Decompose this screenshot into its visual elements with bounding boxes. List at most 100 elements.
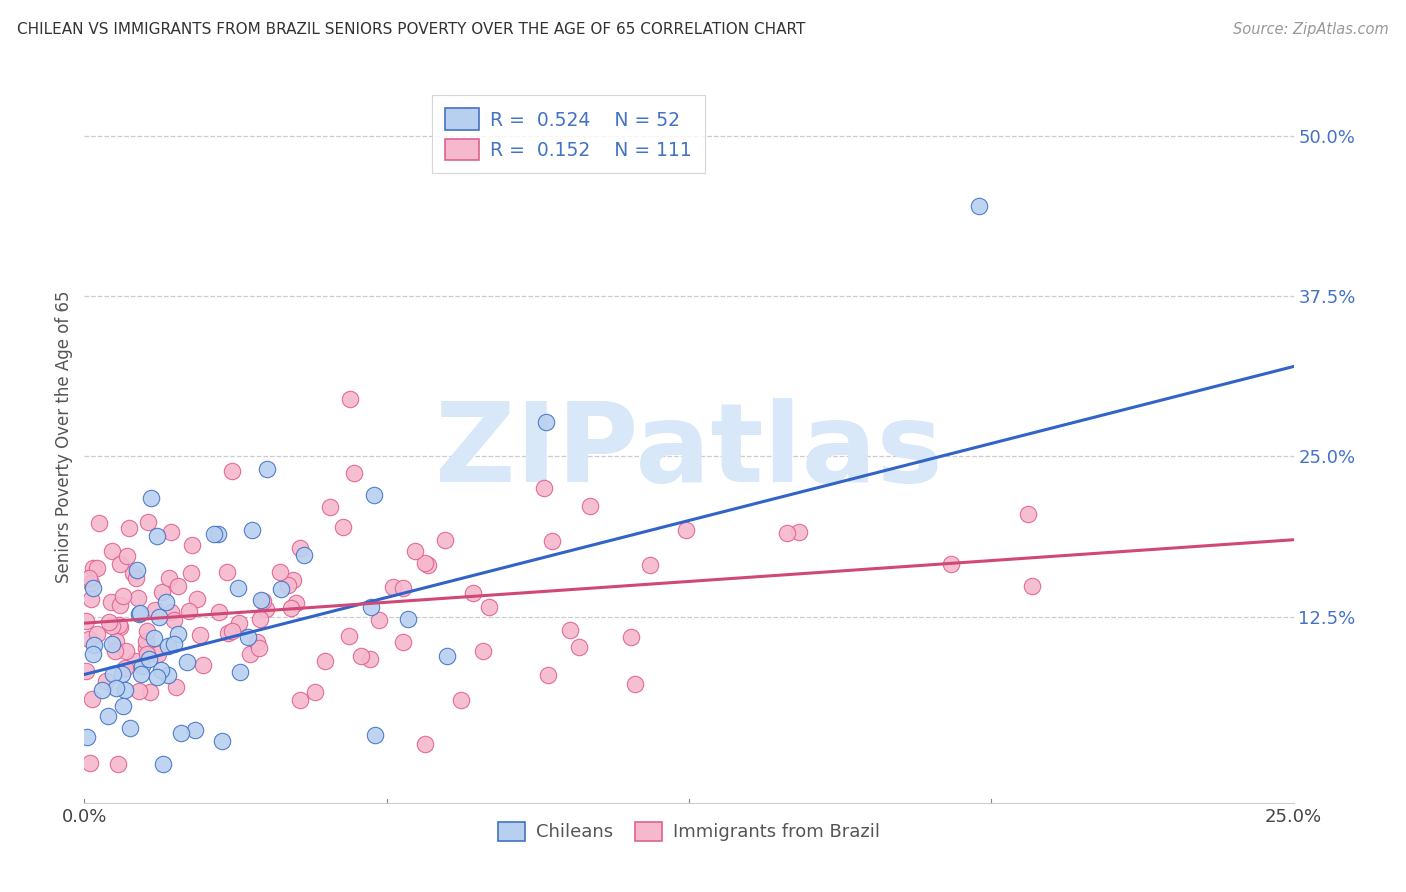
Point [108,617,131,632]
Point [129,606,152,620]
Point [80,576,103,591]
Point [638,558,661,572]
Point [359,652,381,666]
Point [77,632,100,646]
Point [254,602,277,616]
Point [96,673,118,688]
Point [181,537,204,551]
Point [76,730,98,744]
Point [166,579,188,593]
Point [623,677,645,691]
Point [226,581,249,595]
Point [620,630,643,644]
Point [136,515,159,529]
Point [537,668,560,682]
Point [416,558,439,572]
Point [107,757,129,772]
Point [675,523,697,537]
Point [179,604,201,618]
Point [413,556,436,570]
Point [228,616,250,631]
Point [332,520,354,534]
Point [82,561,104,575]
Point [162,614,184,628]
Point [450,693,472,707]
Point [136,647,159,661]
Point [240,523,263,537]
Point [290,541,312,555]
Y-axis label: Seniors Poverty Over the Age of 65: Seniors Poverty Over the Age of 65 [55,291,73,583]
Point [392,635,415,649]
Point [533,482,555,496]
Point [190,628,212,642]
Point [337,629,360,643]
Point [249,612,271,626]
Point [939,557,962,571]
Point [304,685,326,699]
Point [77,571,100,585]
Point [155,595,177,609]
Point [558,624,581,638]
Point [83,638,105,652]
Point [146,670,169,684]
Point [157,639,180,653]
Point [101,619,124,633]
Legend: Chileans, Immigrants from Brazil: Chileans, Immigrants from Brazil [491,814,887,848]
Point [101,637,124,651]
Point [269,565,291,579]
Point [79,756,101,770]
Point [105,681,128,695]
Point [568,640,591,654]
Point [236,630,259,644]
Point [111,667,134,681]
Point [129,666,152,681]
Point [90,683,112,698]
Text: CHILEAN VS IMMIGRANTS FROM BRAZIL SENIORS POVERTY OVER THE AGE OF 65 CORRELATION: CHILEAN VS IMMIGRANTS FROM BRAZIL SENIOR… [17,22,806,37]
Point [169,726,191,740]
Point [578,499,600,513]
Point [250,593,273,607]
Point [101,544,124,558]
Point [404,543,426,558]
Point [415,737,437,751]
Point [118,721,141,735]
Point [87,516,110,530]
Point [396,612,419,626]
Point [157,668,180,682]
Point [135,640,157,655]
Point [208,605,231,619]
Point [100,595,122,609]
Point [148,610,170,624]
Point [108,557,131,571]
Point [110,598,132,612]
Point [239,647,262,661]
Point [136,624,159,638]
Point [350,648,373,663]
Point [115,549,138,563]
Point [252,594,274,608]
Point [143,631,166,645]
Point [98,615,121,629]
Point [221,464,243,478]
Point [534,415,557,429]
Point [139,685,162,699]
Point [436,649,458,664]
Point [104,643,127,657]
Point [152,757,174,772]
Point [165,680,187,694]
Point [463,586,485,600]
Point [112,590,135,604]
Point [82,692,104,706]
Point [270,582,292,596]
Point [246,634,269,648]
Point [472,644,495,658]
Point [434,533,457,547]
Point [146,529,169,543]
Point [775,526,797,541]
Point [478,599,501,614]
Point [215,566,238,580]
Point [360,599,382,614]
Point [787,525,810,540]
Point [256,462,278,476]
Point [364,728,387,742]
